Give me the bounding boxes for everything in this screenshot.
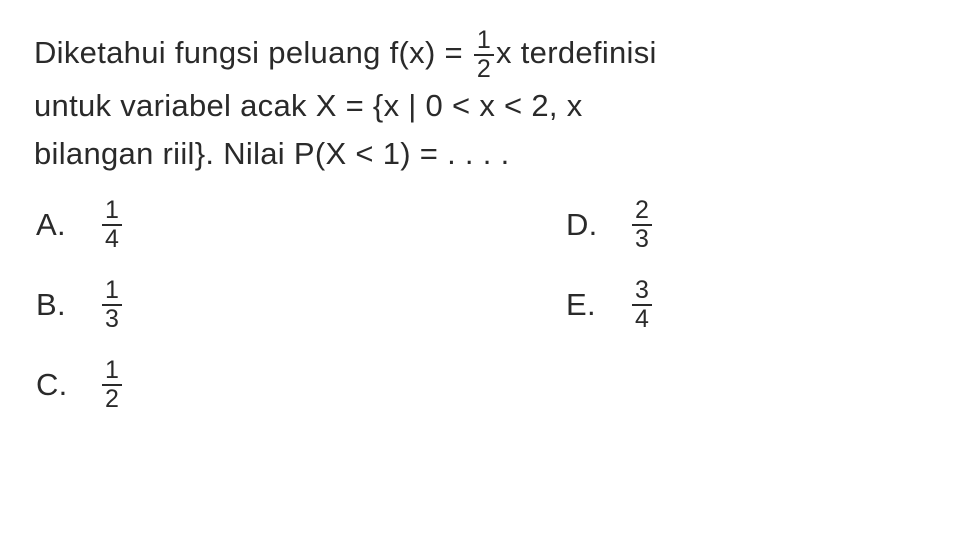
option-b: B. 1 3 [36,278,396,332]
option-a-num: 1 [102,198,122,226]
option-b-fraction: 1 3 [102,278,122,332]
option-d-fraction: 2 3 [632,198,652,252]
option-a-fraction: 1 4 [102,198,122,252]
option-a-den: 4 [102,226,122,252]
option-e: E. 3 4 [566,278,926,332]
question-line-1-post: x terdefinisi [496,35,657,70]
option-b-den: 3 [102,306,122,332]
option-c: C. 1 2 [36,358,396,412]
option-c-num: 1 [102,358,122,386]
option-d-den: 3 [632,226,652,252]
option-d-num: 2 [632,198,652,226]
option-a-letter: A. [36,201,78,249]
option-c-fraction: 1 2 [102,358,122,412]
options-grid: A. 1 4 D. 2 3 B. 1 3 E. 3 4 [36,198,926,412]
fraction-half-num: 1 [474,28,494,56]
fraction-half-den: 2 [474,56,494,82]
option-b-num: 1 [102,278,122,306]
option-e-den: 4 [632,306,652,332]
question-line-1: Diketahui fungsi peluang f(x) = 1 2 x te… [34,28,926,82]
option-a: A. 1 4 [36,198,396,252]
problem-page: Diketahui fungsi peluang f(x) = 1 2 x te… [0,0,960,440]
option-c-letter: C. [36,361,78,409]
question-text: Diketahui fungsi peluang f(x) = 1 2 x te… [34,28,926,178]
fraction-half: 1 2 [474,28,494,82]
question-line-3: bilangan riil}. Nilai P(X < 1) = . . . . [34,130,926,178]
option-e-fraction: 3 4 [632,278,652,332]
question-line-1-pre: Diketahui fungsi peluang f(x) = [34,35,472,70]
option-b-letter: B. [36,281,78,329]
option-d-letter: D. [566,201,608,249]
option-d: D. 2 3 [566,198,926,252]
option-c-den: 2 [102,386,122,412]
question-line-2: untuk variabel acak X = {x | 0 < x < 2, … [34,82,926,130]
option-e-num: 3 [632,278,652,306]
option-e-letter: E. [566,281,608,329]
